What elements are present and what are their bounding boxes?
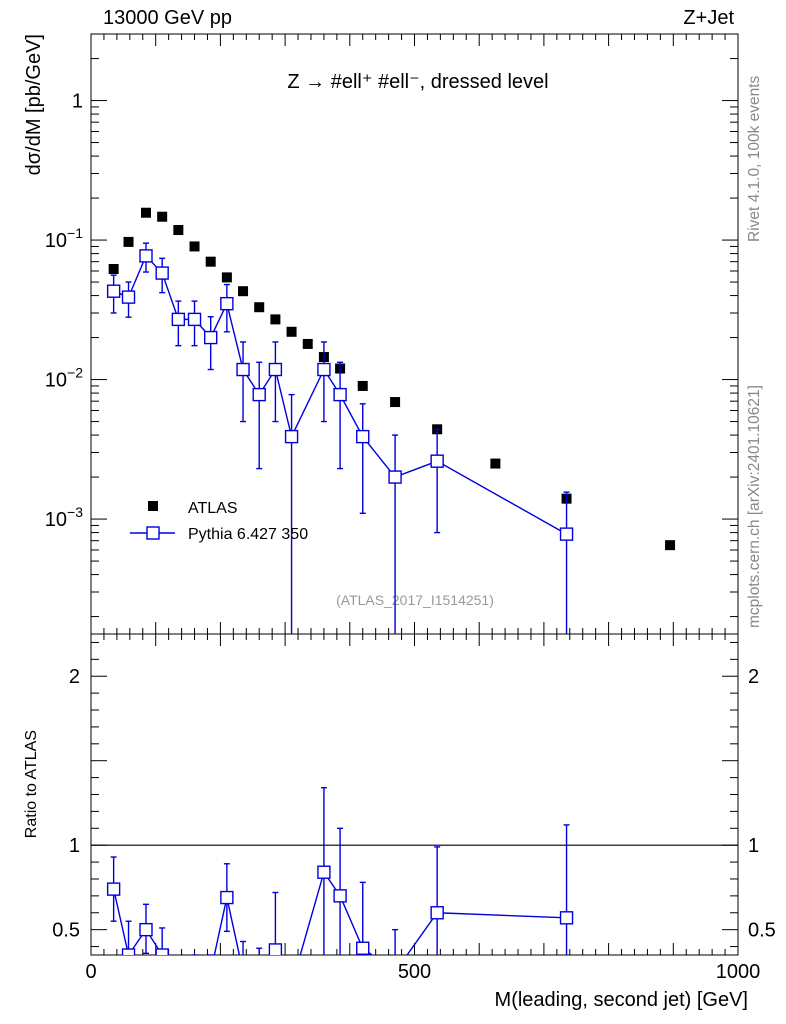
pythia-ratio-point: [430, 906, 444, 920]
pythia-main-point: [317, 362, 331, 377]
pythia-ratio-point: [356, 941, 370, 955]
atlas-data-point: [108, 264, 119, 275]
atlas-data-point: [254, 302, 265, 313]
ratio-plot-area: [106, 787, 574, 991]
mcplots-label: mcplots.cern.ch [arXiv:2401.10621]: [746, 385, 763, 628]
main-y-axis-label: dσ/dM [pb/GeV]: [23, 34, 45, 175]
pythia-main-point: [121, 290, 136, 304]
main-ytick-label: 1: [72, 91, 83, 113]
pythia-main-point: [106, 284, 121, 298]
atlas-data-point: [238, 286, 249, 297]
pythia-ratio-point: [220, 890, 234, 905]
pythia-ratio-point: [253, 971, 265, 983]
header-right: Z+Jet: [683, 7, 734, 29]
ratio-y-axis-label: Ratio to ATLAS: [23, 730, 40, 838]
pythia-ratio-point: [317, 865, 331, 879]
ratio-xtick-label: 1000: [716, 961, 761, 983]
pythia-main-point: [171, 312, 186, 327]
pythia-ratio-point: [172, 974, 184, 986]
atlas-data-point: [123, 236, 134, 247]
pythia-main-point: [187, 312, 202, 327]
atlas-data-point: [302, 338, 313, 349]
pythia-ratio-point: [139, 922, 153, 937]
atlas-data-point: [221, 272, 232, 283]
atlas-data-point: [270, 314, 281, 325]
pythia-ratio-point: [121, 948, 136, 955]
pythia-main-point: [356, 429, 370, 444]
analysis-watermark: (ATLAS_2017_I1514251): [336, 592, 494, 608]
pythia-main-point: [220, 296, 234, 311]
legend-pythia-marker: [146, 526, 160, 540]
ratio-ytick-label-left: 2: [69, 666, 80, 688]
header-left: 13000 GeV pp: [103, 7, 232, 29]
legend-atlas-marker: [148, 501, 158, 511]
ratio-xtick-label: 0: [85, 961, 96, 983]
ratio-xtick-label: 500: [398, 961, 431, 983]
pythia-main-point: [139, 249, 153, 263]
rivet-version-label: Rivet 4.1.0, 100k events: [746, 75, 763, 242]
pythia-main-point: [388, 470, 402, 484]
atlas-data-point: [205, 256, 216, 267]
ratio-ytick-label-left: 0.5: [52, 920, 80, 942]
ratio-ytick-label-right: 2: [748, 666, 759, 688]
legend-pythia-label: Pythia 6.427 350: [188, 526, 308, 543]
pythia-ratio-point: [268, 943, 283, 955]
atlas-data-point: [173, 225, 184, 236]
pythia-ratio-point: [155, 948, 169, 955]
pythia-main-point: [155, 266, 169, 280]
ratio-ytick-label-right: 1: [748, 835, 759, 857]
main-plot-area: [106, 207, 676, 634]
atlas-data-point: [665, 540, 676, 551]
atlas-data-point: [390, 397, 401, 408]
pythia-main-point: [252, 387, 266, 402]
pythia-ratio-point: [106, 882, 121, 896]
pythia-main-point: [236, 362, 250, 377]
pythia-main-point: [268, 362, 283, 377]
atlas-data-point: [140, 207, 151, 218]
ratio-ytick-label-right: 0.5: [748, 920, 776, 942]
main-frame: [90, 33, 739, 635]
atlas-data-point: [490, 458, 501, 469]
pythia-main-point: [559, 527, 574, 541]
atlas-data-point: [286, 326, 297, 337]
ratio-ytick-label-left: 1: [69, 835, 80, 857]
atlas-data-point: [357, 380, 368, 391]
main-ytick-label: 10−3: [45, 504, 83, 531]
pythia-ratio-point: [559, 911, 574, 925]
atlas-data-point: [189, 241, 200, 252]
pythia-main-point: [284, 429, 299, 444]
legend-atlas-label: ATLAS: [188, 500, 238, 517]
x-axis-label: M(leading, second jet) [GeV]: [495, 989, 748, 1011]
chart-title: Z → #ell⁺ #ell⁻, dressed level: [287, 71, 548, 93]
ratio-frame: [90, 633, 739, 956]
main-ytick-label: 10−1: [45, 225, 83, 252]
pythia-ratio-point: [237, 966, 249, 978]
pythia-main-point: [430, 454, 444, 468]
pythia-main-point: [333, 387, 347, 402]
pythia-ratio-point: [205, 966, 217, 978]
pythia-ratio-point: [286, 979, 298, 991]
pythia-main-point: [203, 330, 218, 345]
main-ytick-label: 10−2: [45, 365, 83, 392]
atlas-data-point: [157, 211, 168, 222]
pythia-ratio-point: [333, 889, 347, 903]
pythia-ratio-point: [189, 966, 201, 978]
